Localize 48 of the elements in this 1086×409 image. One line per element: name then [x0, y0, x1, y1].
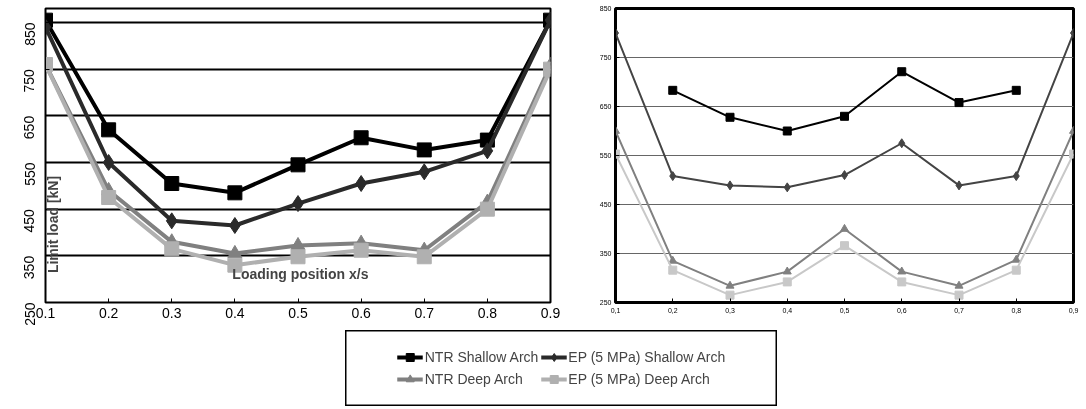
x-tick-label: 0.2	[98, 304, 119, 321]
x-tick-label: 0.5	[288, 304, 308, 321]
point	[669, 171, 677, 182]
point	[897, 277, 907, 287]
x-tick-label: 0.3	[162, 304, 182, 321]
x-tick-label: 0.4	[225, 304, 245, 321]
point	[725, 280, 735, 289]
x-axis-title: Loading position x/s	[232, 265, 369, 282]
point	[955, 180, 963, 191]
legend-label: NTR Deep Arch	[424, 371, 523, 387]
point	[898, 138, 906, 149]
point	[725, 290, 735, 300]
x-tick-label: 0.8	[477, 304, 498, 321]
point	[668, 255, 678, 264]
point	[897, 67, 907, 77]
y-tick-label: 350	[21, 255, 38, 280]
point	[1011, 265, 1021, 275]
point	[840, 223, 849, 232]
point	[840, 111, 849, 121]
legend-label: NTR Shallow Arch	[424, 349, 539, 365]
point	[1011, 254, 1021, 263]
point	[897, 266, 907, 275]
legend-label: EP (5 MPa) Deep Arch	[568, 371, 710, 387]
y-tick-label: 750	[21, 68, 38, 93]
point	[840, 241, 849, 251]
point	[782, 266, 792, 275]
point	[954, 290, 964, 300]
x-tick-label: 0.1	[35, 304, 56, 321]
point	[668, 85, 678, 95]
y-axis-title: Limit load [kN]	[44, 175, 61, 274]
point	[782, 277, 792, 287]
point	[954, 98, 964, 108]
point	[726, 180, 734, 191]
point	[783, 182, 791, 193]
point	[668, 265, 678, 275]
point	[954, 280, 964, 289]
x-tick-label: 0.6	[351, 304, 372, 321]
y-tick-label: 550	[21, 162, 38, 186]
point	[1011, 85, 1021, 95]
point	[782, 126, 792, 136]
legend-label: EP (5 MPa) Shallow Arch	[568, 349, 726, 365]
y-tick-label: 450	[21, 208, 38, 233]
y-tick-label: 650	[21, 115, 38, 140]
x-tick-label: 0.7	[414, 304, 435, 321]
x-tick-label: 0.9	[540, 304, 561, 321]
y-tick-label: 850	[21, 22, 38, 46]
point	[1012, 171, 1020, 182]
point	[725, 112, 735, 122]
